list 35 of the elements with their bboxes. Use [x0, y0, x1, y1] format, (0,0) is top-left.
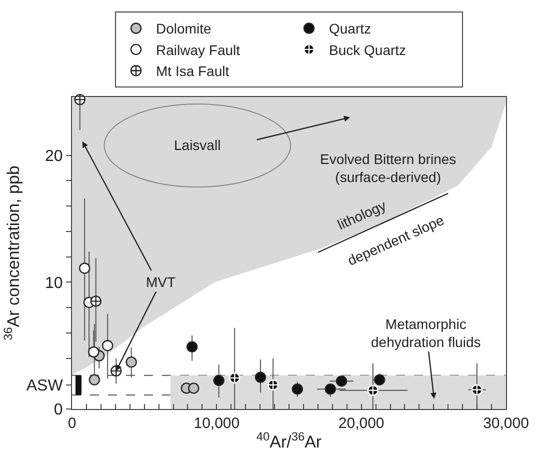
- point: [88, 374, 100, 386]
- y-tick-label: 20: [45, 148, 63, 165]
- point: [367, 384, 379, 396]
- y-tick-label: ASW: [26, 378, 64, 394]
- point: [374, 374, 386, 386]
- y-tick-label: 0: [54, 402, 63, 419]
- x-axis-title: $^{40}$Ar/$^{36}$Ar: [256, 429, 322, 452]
- legend-label: Mt Isa Fault: [156, 63, 230, 80]
- point: [186, 341, 198, 352]
- annotation: MVT: [146, 274, 176, 290]
- x-tick-label: 30,000: [483, 415, 529, 432]
- y-tick-label: 10: [45, 274, 63, 292]
- point: [126, 356, 137, 368]
- point: [267, 379, 279, 390]
- point: [336, 376, 348, 387]
- x-tick-label: 20,000: [338, 415, 384, 432]
- point: [213, 374, 224, 386]
- x-tick-label: 10,000: [194, 415, 240, 432]
- point: [78, 262, 90, 274]
- point: [292, 383, 303, 395]
- legend-label: Buck Quartz: [329, 42, 406, 58]
- point: [88, 346, 100, 358]
- point: [229, 372, 240, 384]
- point: [188, 382, 200, 394]
- x-tick-label: 0: [68, 415, 76, 432]
- point: [254, 372, 266, 383]
- legend-label: Quartz: [329, 20, 372, 37]
- legend-label: Dolomite: [156, 20, 212, 37]
- annotation: Metamorphic dehydration fluids: [371, 316, 481, 350]
- legend-label: Railway Fault: [156, 42, 240, 58]
- point: [102, 340, 114, 352]
- annotation: Evolved Bittern brines (surface-derived): [320, 151, 456, 186]
- annotation: Laisvall: [174, 137, 221, 153]
- point: [471, 384, 483, 396]
- point: [324, 383, 336, 395]
